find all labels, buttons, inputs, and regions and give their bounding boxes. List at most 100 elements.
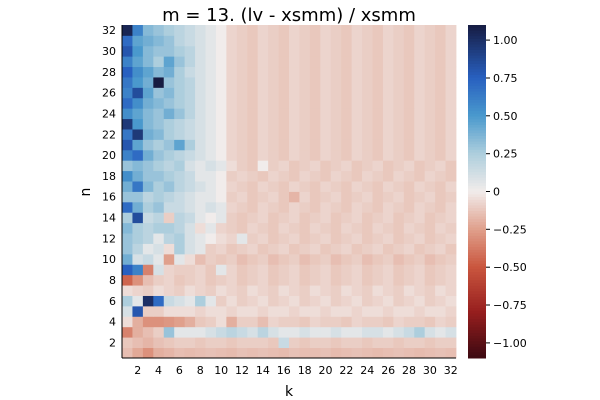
heatmap-cell [163, 97, 175, 109]
heatmap-cell [226, 274, 238, 286]
y-tick-label: 24 [102, 108, 116, 121]
x-tick-label: 6 [176, 364, 183, 377]
heatmap-cell [309, 233, 321, 244]
heatmap-cell [153, 45, 165, 57]
heatmap-cell [153, 316, 165, 328]
heatmap-cell [174, 201, 186, 213]
heatmap-cell [195, 97, 206, 109]
heatmap-cell [330, 118, 342, 130]
heatmap-cell [393, 201, 405, 213]
heatmap-cell [341, 66, 353, 78]
heatmap-cell [142, 35, 154, 47]
heatmap-cell [320, 170, 332, 182]
heatmap-cell [341, 35, 353, 47]
heatmap-cell [163, 243, 175, 255]
heatmap-cell [299, 212, 311, 224]
heatmap-cell [393, 337, 405, 348]
heatmap-cell [330, 295, 342, 307]
heatmap-cell [382, 149, 394, 161]
heatmap-cell [414, 181, 426, 192]
y-tick-label: 8 [109, 274, 116, 287]
heatmap-cell [414, 149, 426, 161]
heatmap-cell [299, 264, 311, 276]
heatmap-cell [257, 66, 269, 78]
heatmap-cell [445, 243, 457, 255]
heatmap-cell [268, 118, 279, 130]
heatmap-cell [445, 285, 457, 296]
heatmap-cell [320, 253, 332, 265]
colorbar-segment [468, 235, 486, 240]
heatmap-cell [403, 285, 415, 296]
heatmap-cell [445, 222, 457, 234]
heatmap-cell [403, 56, 415, 68]
heatmap-cell [184, 295, 196, 307]
heatmap-cell [247, 108, 259, 120]
heatmap-cell [309, 149, 321, 161]
x-tick-label: 24 [360, 364, 374, 377]
heatmap-cell [351, 35, 363, 47]
heatmap-cell [236, 295, 248, 307]
heatmap-cell [142, 347, 154, 359]
heatmap-cell [257, 25, 269, 36]
colorbar-segment [468, 130, 486, 134]
heatmap-cell [278, 118, 290, 130]
heatmap-cell [414, 56, 426, 68]
heatmap-cell [445, 264, 457, 276]
heatmap-cell [142, 274, 154, 286]
heatmap-cell [424, 274, 436, 286]
heatmap-cell [257, 170, 269, 182]
heatmap-cell [351, 233, 363, 244]
heatmap-cell [445, 66, 457, 78]
heatmap-cell [153, 77, 165, 88]
colorbar-segment [468, 194, 486, 198]
heatmap-cell [309, 35, 321, 47]
heatmap-cell [174, 56, 186, 68]
heatmap-cell [289, 87, 300, 99]
heatmap-cell [382, 212, 394, 224]
heatmap-cell [195, 212, 206, 224]
colorbar-tick-label: −0.75 [493, 299, 527, 312]
heatmap-cell [195, 191, 206, 203]
heatmap-cell [215, 25, 227, 36]
colorbar-segment [468, 238, 486, 242]
heatmap-cell [362, 201, 373, 213]
heatmap-cell [341, 170, 353, 182]
heatmap-cell [257, 45, 269, 57]
heatmap-cell [195, 35, 206, 47]
heatmap-cell [414, 316, 426, 328]
heatmap-cell [132, 56, 144, 68]
heatmap-cell [309, 181, 321, 192]
heatmap-cell [153, 139, 165, 151]
plot-axes [121, 25, 456, 359]
heatmap-cell [174, 264, 186, 276]
heatmap-cell [122, 285, 133, 296]
heatmap-cell [122, 108, 133, 120]
heatmap-cell [382, 337, 394, 348]
heatmap-cell [393, 87, 405, 99]
heatmap-cell [330, 87, 342, 99]
colorbar-segment [468, 346, 486, 351]
heatmap-cell [268, 129, 279, 140]
heatmap-cell [414, 35, 426, 47]
heatmap-cell [132, 212, 144, 224]
heatmap-cell [424, 129, 436, 140]
heatmap-cell [330, 139, 342, 151]
heatmap-cell [236, 160, 248, 172]
heatmap-cell [309, 274, 321, 286]
heatmap-cell [142, 45, 154, 57]
heatmap-cell [372, 87, 384, 99]
heatmap-cell [226, 170, 238, 182]
colorbar-segment [468, 341, 486, 345]
heatmap-cell [372, 243, 384, 255]
colorbar-segment [468, 241, 486, 245]
heatmap-cell [330, 233, 342, 244]
heatmap-cell [351, 222, 363, 234]
heatmap-cell [289, 243, 300, 255]
heatmap-cell [184, 118, 196, 130]
heatmap-cell [247, 264, 259, 276]
heatmap-cell [299, 191, 311, 203]
heatmap-cell [174, 108, 186, 120]
heatmap-cell [330, 326, 342, 338]
heatmap-cell [163, 45, 175, 57]
heatmap-cell [330, 253, 342, 265]
